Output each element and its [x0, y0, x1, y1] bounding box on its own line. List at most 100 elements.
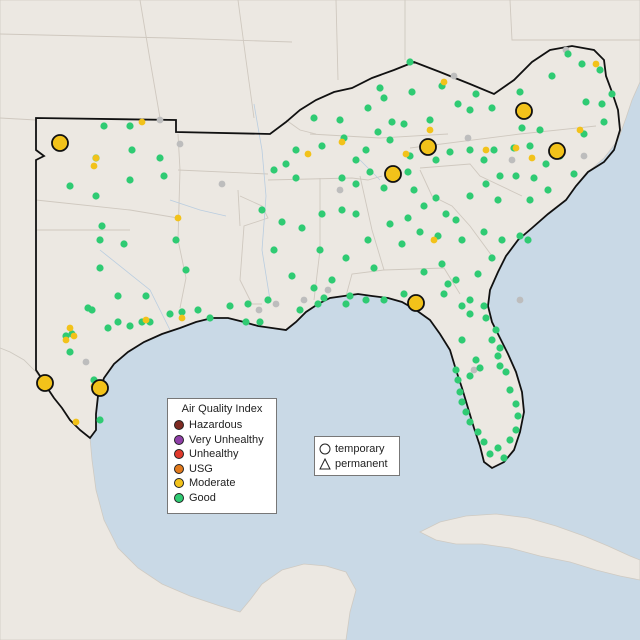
good-site[interactable]	[474, 428, 482, 436]
good-site[interactable]	[466, 146, 474, 154]
good-site[interactable]	[142, 292, 150, 300]
good-site[interactable]	[316, 246, 324, 254]
good-site[interactable]	[310, 114, 318, 122]
good-site[interactable]	[160, 172, 168, 180]
moderate-site[interactable]	[592, 60, 600, 68]
good-site[interactable]	[480, 228, 488, 236]
good-site[interactable]	[88, 306, 96, 314]
good-site[interactable]	[452, 276, 460, 284]
moderate-site[interactable]	[92, 154, 100, 162]
good-site[interactable]	[386, 136, 394, 144]
good-site[interactable]	[328, 276, 336, 284]
good-site[interactable]	[342, 254, 350, 262]
good-site[interactable]	[404, 214, 412, 222]
good-site[interactable]	[530, 174, 538, 182]
good-site[interactable]	[570, 170, 578, 178]
good-site[interactable]	[488, 336, 496, 344]
good-site[interactable]	[486, 450, 494, 458]
unreporting-site[interactable]	[82, 358, 90, 366]
good-site[interactable]	[454, 376, 462, 384]
good-site[interactable]	[92, 192, 100, 200]
unreporting-site[interactable]	[255, 306, 263, 314]
good-site[interactable]	[120, 240, 128, 248]
good-site[interactable]	[288, 272, 296, 280]
moderate-site[interactable]	[430, 236, 438, 244]
good-site[interactable]	[454, 100, 462, 108]
good-site[interactable]	[292, 146, 300, 154]
good-site[interactable]	[270, 246, 278, 254]
good-site[interactable]	[404, 168, 412, 176]
unreporting-site[interactable]	[516, 296, 524, 304]
unreporting-site[interactable]	[272, 300, 280, 308]
good-site[interactable]	[96, 236, 104, 244]
good-site[interactable]	[466, 418, 474, 426]
good-site[interactable]	[420, 202, 428, 210]
good-site[interactable]	[226, 302, 234, 310]
good-site[interactable]	[342, 300, 350, 308]
good-site[interactable]	[296, 306, 304, 314]
good-site[interactable]	[440, 290, 448, 298]
good-site[interactable]	[498, 236, 506, 244]
good-site[interactable]	[480, 438, 488, 446]
moderate-site[interactable]	[174, 214, 182, 222]
good-site[interactable]	[206, 314, 214, 322]
good-site[interactable]	[314, 300, 322, 308]
good-site[interactable]	[420, 268, 428, 276]
good-site[interactable]	[472, 90, 480, 98]
good-site[interactable]	[506, 386, 514, 394]
moderate-site[interactable]	[70, 332, 78, 340]
good-site[interactable]	[386, 220, 394, 228]
good-site[interactable]	[256, 318, 264, 326]
good-site[interactable]	[458, 236, 466, 244]
unreporting-site[interactable]	[324, 286, 332, 294]
good-site[interactable]	[380, 296, 388, 304]
good-site[interactable]	[536, 126, 544, 134]
good-site[interactable]	[512, 172, 520, 180]
good-site[interactable]	[100, 122, 108, 130]
good-site[interactable]	[466, 106, 474, 114]
unreporting-site[interactable]	[218, 180, 226, 188]
good-site[interactable]	[582, 98, 590, 106]
good-site[interactable]	[492, 326, 500, 334]
good-site[interactable]	[600, 118, 608, 126]
good-site[interactable]	[338, 174, 346, 182]
unreporting-site[interactable]	[176, 140, 184, 148]
moderate-site[interactable]	[66, 324, 74, 332]
good-site[interactable]	[318, 142, 326, 150]
good-site[interactable]	[114, 318, 122, 326]
good-site[interactable]	[66, 348, 74, 356]
good-site[interactable]	[542, 160, 550, 168]
good-site[interactable]	[488, 254, 496, 262]
good-site[interactable]	[438, 260, 446, 268]
good-site[interactable]	[490, 146, 498, 154]
moderate-site[interactable]	[178, 314, 186, 322]
good-site[interactable]	[526, 142, 534, 150]
good-site[interactable]	[462, 408, 470, 416]
good-site[interactable]	[96, 264, 104, 272]
good-site[interactable]	[388, 118, 396, 126]
good-site[interactable]	[578, 60, 586, 68]
unreporting-site[interactable]	[580, 152, 588, 160]
good-site[interactable]	[488, 104, 496, 112]
good-site[interactable]	[500, 454, 508, 462]
good-site[interactable]	[502, 368, 510, 376]
good-site[interactable]	[352, 156, 360, 164]
moderate-site[interactable]	[142, 316, 150, 324]
good-site[interactable]	[352, 180, 360, 188]
good-site[interactable]	[410, 186, 418, 194]
moderate-site[interactable]	[304, 150, 312, 158]
moderate-temporary-site[interactable]	[91, 379, 109, 397]
good-site[interactable]	[598, 100, 606, 108]
good-site[interactable]	[512, 426, 520, 434]
good-site[interactable]	[512, 400, 520, 408]
good-site[interactable]	[400, 290, 408, 298]
good-site[interactable]	[194, 306, 202, 314]
unreporting-site[interactable]	[156, 116, 164, 124]
moderate-site[interactable]	[528, 154, 536, 162]
good-site[interactable]	[494, 444, 502, 452]
good-site[interactable]	[258, 206, 266, 214]
good-site[interactable]	[374, 128, 382, 136]
good-site[interactable]	[96, 416, 104, 424]
good-site[interactable]	[244, 300, 252, 308]
